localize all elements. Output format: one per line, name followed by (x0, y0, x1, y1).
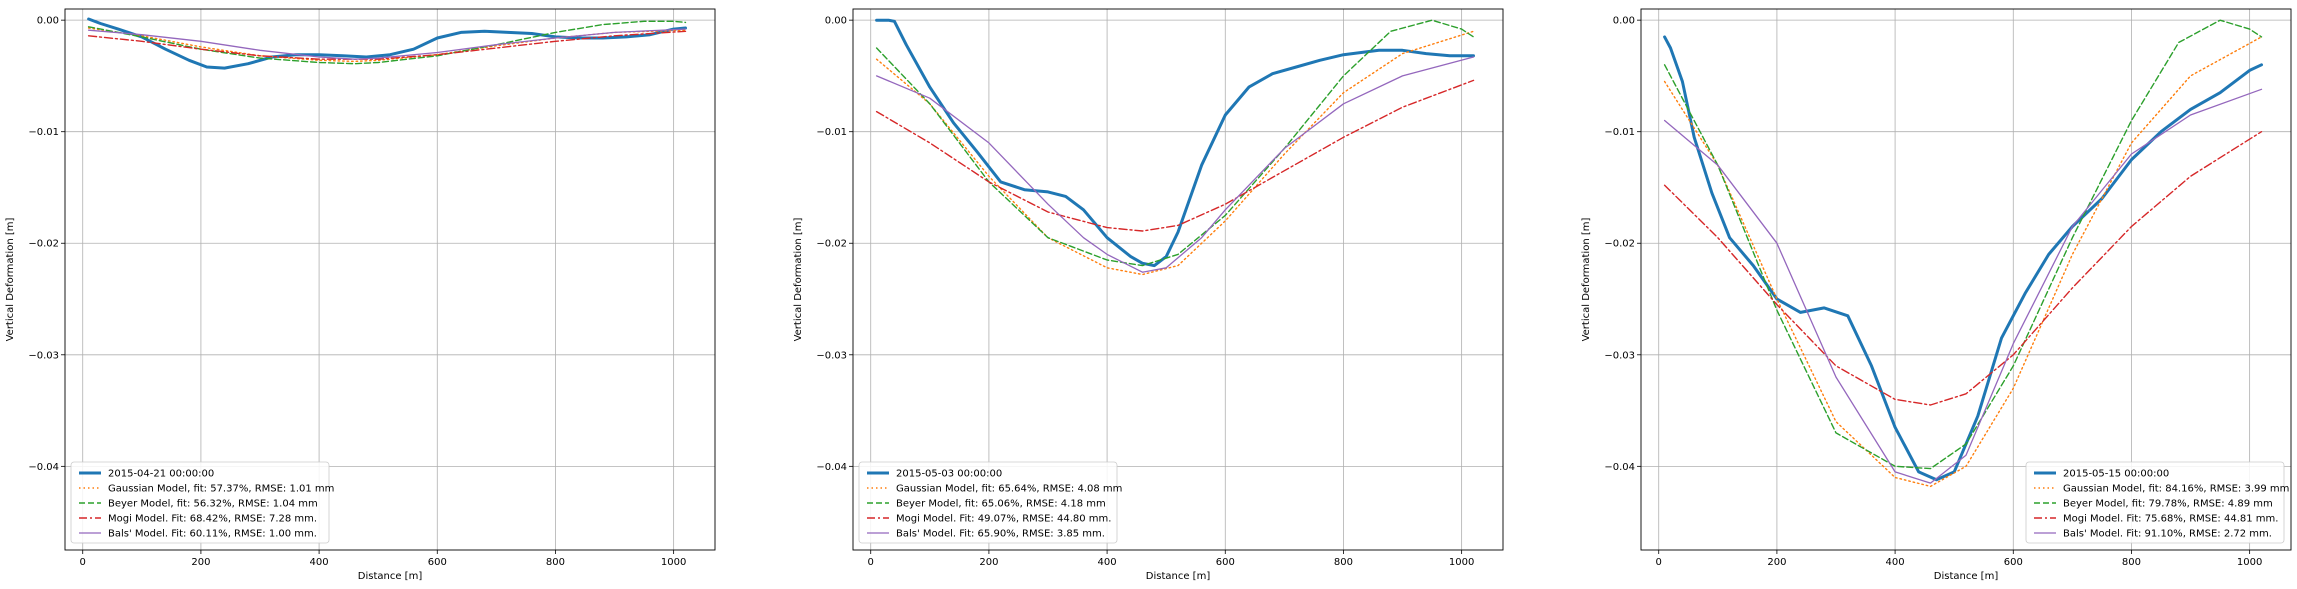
series-group (87, 17, 687, 70)
x-tick-label: 200 (191, 557, 210, 568)
x-tick-label: 0 (1656, 557, 1662, 568)
x-tick-label: 1000 (661, 557, 686, 568)
x-tick-label: 800 (1334, 557, 1353, 568)
y-tick-label: −0.04 (28, 462, 59, 473)
x-tick-label: 800 (2122, 557, 2141, 568)
x-tick-label: 1000 (2237, 557, 2262, 568)
y-axis-label: Vertical Deformation [m] (5, 218, 16, 342)
x-tick-label: 600 (428, 557, 447, 568)
series-line-bals (1663, 88, 2263, 484)
y-tick-label: −0.01 (816, 127, 847, 138)
series-line-observed (1663, 35, 2263, 482)
y-tick-label: −0.02 (28, 239, 59, 250)
x-tick-label: 0 (80, 557, 86, 568)
chart-panel-2: 0 200 400 600 800 1000 0.00 −0.01 −0.02 −0.03 −0.0… (793, 8, 1504, 582)
y-tick-label: −0.02 (816, 239, 847, 250)
series-line-gaussian (1663, 36, 2263, 488)
series-line-bals (875, 56, 1475, 273)
legend: 2015-05-03 00:00:00 Gaussian Model, fit: … (858, 461, 1122, 544)
legend-box (2025, 461, 2285, 544)
y-tick-label: −0.01 (28, 127, 59, 138)
series-line-beyer (87, 20, 687, 65)
legend: 2015-05-15 00:00:00 Gaussian Model, fit: … (2025, 461, 2289, 544)
y-axis-label: Vertical Deformation [m] (1581, 218, 1592, 342)
legend-label-observed: 2015-05-03 00:00:00 (896, 469, 1002, 480)
legend-label-gaussian: Gaussian Model, fit: 57.37%, RMSE: 1.01 … (108, 484, 334, 495)
x-axis-label: Distance [m] (358, 571, 423, 582)
axes-frame (852, 8, 1504, 551)
series-line-bals (87, 28, 687, 60)
legend-label-observed: 2015-04-21 00:00:00 (108, 469, 214, 480)
legend-box (858, 461, 1118, 544)
legend-label-beyer: Beyer Model, fit: 65.06%, RMSE: 4.18 mm (896, 499, 1106, 510)
legend-box (70, 461, 330, 544)
y-tick-label: −0.03 (1604, 350, 1635, 361)
x-tick-label: 600 (1216, 557, 1235, 568)
y-tick-label: −0.04 (1604, 462, 1635, 473)
x-tick-label: 400 (1886, 557, 1905, 568)
series-line-beyer (875, 19, 1475, 267)
chart-panel-3: 0 200 400 600 800 1000 0.00 −0.01 −0.02 −0.03 −0.0… (1581, 8, 2292, 582)
series-group (875, 18, 1475, 276)
y-tick-label: −0.03 (816, 350, 847, 361)
legend-label-mogi: Mogi Model. Fit: 49.07%, RMSE: 44.80 mm. (896, 514, 1111, 525)
y-tick-label: 0.00 (1613, 16, 1635, 27)
y-tick-label: 0.00 (37, 16, 59, 27)
x-tick-label: 600 (2004, 557, 2023, 568)
x-tick-label: 1000 (1449, 557, 1474, 568)
x-axis-label: Distance [m] (1934, 571, 1999, 582)
x-tick-label: 200 (1767, 557, 1786, 568)
plot-area (853, 9, 1503, 550)
legend-label-gaussian: Gaussian Model, fit: 84.16%, RMSE: 3.99 … (2063, 484, 2289, 495)
series-line-mogi (875, 79, 1475, 232)
legend-label-bals: Bals' Model. Fit: 65.90%, RMSE: 3.85 mm. (896, 529, 1105, 540)
legend-label-gaussian: Gaussian Model, fit: 65.64%, RMSE: 4.08 … (896, 484, 1122, 495)
y-axis-label: Vertical Deformation [m] (793, 218, 804, 342)
x-tick-label: 800 (546, 557, 565, 568)
x-tick-label: 200 (979, 557, 998, 568)
legend: 2015-04-21 00:00:00 Gaussian Model, fit: … (70, 461, 334, 544)
y-tick-label: −0.02 (1604, 239, 1635, 250)
axes-frame (1640, 8, 2292, 551)
axes-frame (64, 8, 716, 551)
x-tick-label: 0 (868, 557, 874, 568)
series-line-gaussian (87, 27, 687, 63)
legend-label-bals: Bals' Model. Fit: 91.10%, RMSE: 2.72 mm. (2063, 529, 2272, 540)
plot-area (1641, 9, 2291, 550)
x-tick-label: 400 (310, 557, 329, 568)
series-group (1663, 19, 2263, 488)
legend-label-mogi: Mogi Model. Fit: 68.42%, RMSE: 7.28 mm. (108, 514, 317, 525)
plot-area (65, 9, 715, 550)
x-tick-label: 400 (1098, 557, 1117, 568)
x-axis-label: Distance [m] (1146, 571, 1211, 582)
legend-label-beyer: Beyer Model, fit: 79.78%, RMSE: 4.89 mm (2063, 499, 2273, 510)
series-line-gaussian (875, 30, 1475, 276)
chart-panel-1: 0 200 400 600 800 1000 0.00 −0.01 −0.02 −0.03 −0.0… (5, 8, 716, 582)
panels: 0 200 400 600 800 1000 0.00 −0.01 −0.02 −0.03 −0.0… (5, 8, 2292, 582)
legend-label-mogi: Mogi Model. Fit: 75.68%, RMSE: 44.81 mm. (2063, 514, 2278, 525)
legend-label-observed: 2015-05-15 00:00:00 (2063, 469, 2169, 480)
series-line-beyer (1663, 19, 2263, 470)
legend-label-bals: Bals' Model. Fit: 60.11%, RMSE: 1.00 mm. (108, 529, 317, 540)
y-tick-label: −0.01 (1604, 127, 1635, 138)
y-tick-label: −0.04 (816, 462, 847, 473)
y-tick-label: 0.00 (825, 16, 847, 27)
y-tick-label: −0.03 (28, 350, 59, 361)
legend-label-beyer: Beyer Model, fit: 56.32%, RMSE: 1.04 mm (108, 499, 318, 510)
series-line-mogi (1663, 131, 2263, 406)
